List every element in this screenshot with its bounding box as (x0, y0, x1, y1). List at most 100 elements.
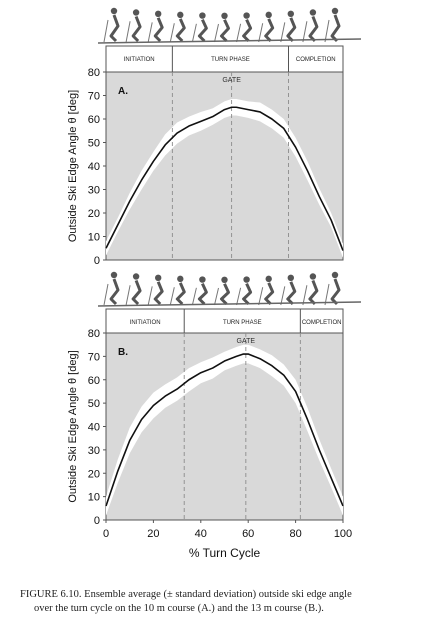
y-tick-label: 70 (88, 351, 100, 363)
skier-body (153, 281, 164, 306)
x-tick-label: 60 (242, 528, 254, 540)
skier-head (221, 12, 228, 19)
panel-label: A. (118, 86, 128, 97)
phase-label: COMPLETION (302, 320, 342, 326)
y-tick-label: 20 (88, 468, 100, 480)
skier-body (175, 18, 186, 43)
phase-label: INITIATION (130, 320, 161, 326)
mean-series-line (105, 353, 344, 507)
skier-pole (147, 22, 153, 43)
skier-head (199, 12, 206, 19)
skier-head (265, 11, 272, 19)
skier-head (243, 276, 250, 283)
phase-label: TURN PHASE (223, 320, 262, 326)
skier-body (242, 18, 253, 43)
skier-pole (236, 287, 242, 306)
ski-slope-line (97, 38, 362, 44)
y-tick-label: 60 (88, 114, 100, 126)
x-tick-label: 20 (147, 528, 159, 540)
skier-pole (169, 287, 175, 306)
skier-pole (258, 23, 264, 43)
skier-head (243, 12, 250, 19)
skier-pole (214, 287, 219, 306)
y-tick-label: 30 (88, 185, 100, 197)
skier-pole (324, 19, 330, 43)
phase-bar: INITIATION TURN PHASE COMPLETION (105, 308, 344, 334)
skier-head (199, 276, 206, 283)
skier-pole (280, 286, 286, 306)
skier-body (220, 19, 230, 43)
figure-caption: FIGURE 6.10. Ensemble average (± standar… (20, 588, 420, 616)
skier-body (109, 278, 120, 306)
phase-bar: INITIATION TURN PHASE COMPLETION (105, 45, 344, 73)
skier-head (331, 271, 339, 279)
y-tick-label: 80 (88, 328, 100, 340)
skier-head (155, 10, 162, 18)
skier-body (109, 14, 120, 43)
skier-head (132, 9, 140, 16)
skier-pole (147, 286, 153, 306)
skier-pole (103, 283, 109, 306)
phase-lines (171, 72, 289, 260)
x-axis-title: % Turn Cycle (189, 546, 261, 560)
skier-head (287, 10, 294, 18)
y-tick-label: 0 (94, 515, 100, 527)
y-tick-label: 0 (94, 255, 100, 267)
skier-head (155, 274, 162, 282)
skier-body (197, 18, 208, 43)
y-tick-label: 50 (88, 138, 100, 150)
skier-head (331, 7, 339, 15)
skier-body (220, 283, 230, 306)
skier-body (153, 17, 164, 43)
skier-head (110, 271, 118, 279)
mean-line (105, 353, 344, 507)
phase-label: COMPLETION (296, 57, 336, 63)
x-axis: 0 20 40 60 80 100 (103, 520, 352, 540)
panel-a: INITIATION TURN PHASE COMPLETION 0 10 20 30 40… (67, 7, 362, 267)
skier-body (330, 14, 341, 43)
caption-line: FIGURE 6.10. Ensemble average (± standar… (20, 589, 352, 600)
caption-line: over the turn cycle on the 10 m course (… (34, 603, 324, 614)
gate-label: GATE (237, 338, 256, 345)
skier-body (286, 17, 297, 43)
y-tick-label: 20 (88, 208, 100, 220)
skier-head (221, 276, 228, 283)
skier-head (177, 11, 184, 19)
y-tick-label: 10 (88, 232, 100, 244)
skier-head (110, 7, 118, 15)
skier-pole (302, 285, 308, 306)
skier-body (175, 282, 186, 306)
y-axis-title: Outside Ski Edge Angle θ [deg] (67, 350, 79, 502)
skier-body (264, 18, 275, 43)
skier-body (330, 278, 341, 306)
y-tick-label: 40 (88, 422, 100, 434)
sd-band-area (106, 344, 343, 516)
y-axis: 0 10 20 30 40 50 60 70 80 (88, 67, 106, 267)
gate-label: GATE (222, 77, 241, 84)
y-tick-label: 40 (88, 161, 100, 173)
panel-b: INITIATION TURN PHASE COMPLETION 0 10 20 30 40… (67, 271, 362, 560)
skier-pole (125, 21, 131, 43)
skier-body (308, 15, 319, 43)
skier-pole (280, 22, 286, 43)
panel-label: B. (118, 347, 128, 358)
skier-body (286, 281, 297, 306)
sd-band (106, 99, 343, 258)
skier-body (308, 279, 319, 306)
skier-pole (125, 285, 131, 306)
y-tick-label: 50 (88, 398, 100, 410)
phase-label: TURN PHASE (211, 57, 250, 63)
skier-pole (324, 283, 330, 306)
phase-lines (183, 333, 301, 520)
mean-series-line (105, 106, 344, 251)
skier-head (287, 274, 294, 282)
x-tick-label: 100 (334, 528, 352, 540)
mean-line (105, 106, 344, 251)
skier-pole (169, 23, 175, 43)
skier-head (309, 9, 317, 16)
y-axis: 0 10 20 30 40 50 60 70 80 (88, 328, 106, 527)
skier-pole (191, 23, 197, 43)
phase-label: INITIATION (124, 57, 155, 63)
skier-head (177, 275, 184, 283)
